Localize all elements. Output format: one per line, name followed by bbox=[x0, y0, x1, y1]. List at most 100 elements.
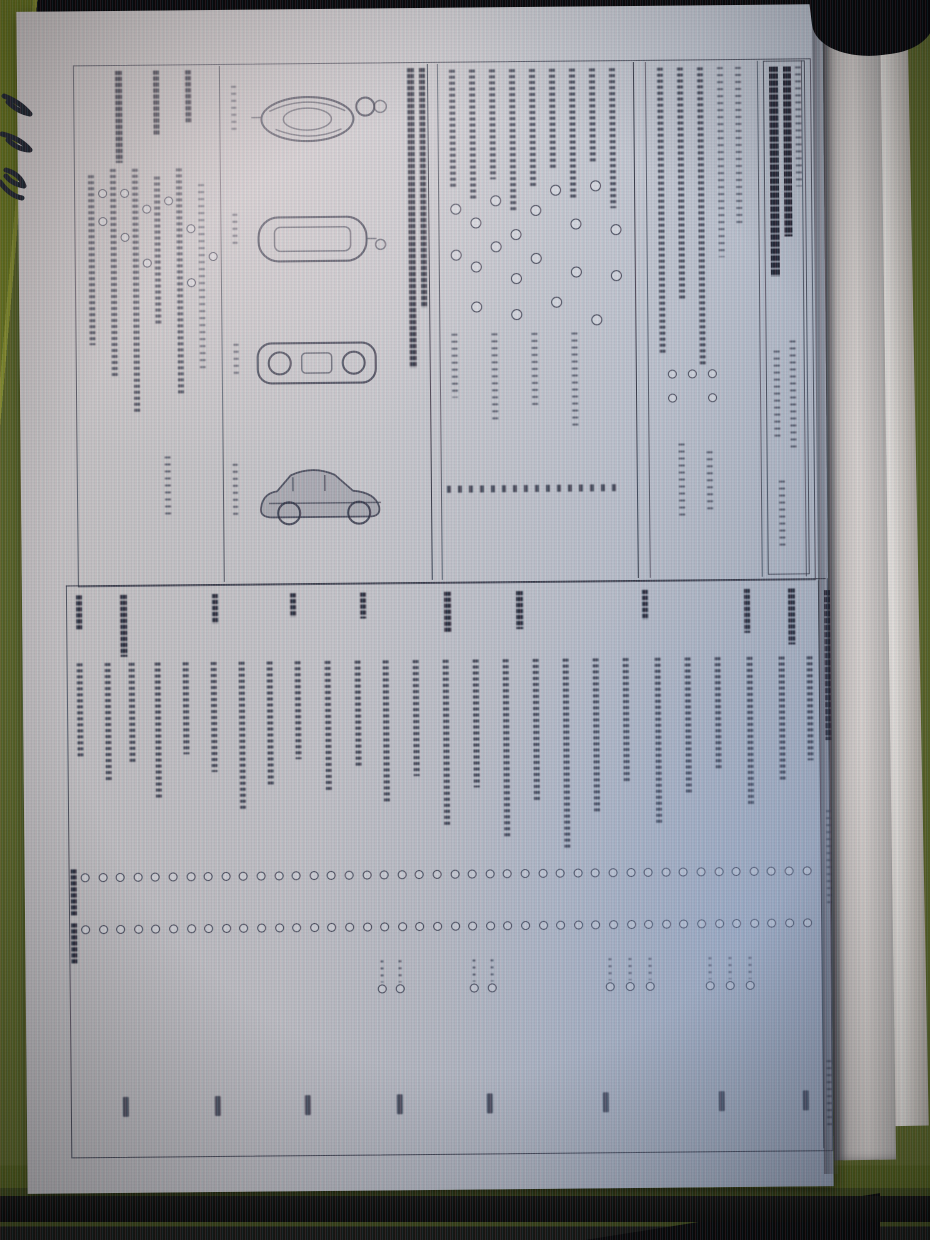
code-bubble[interactable] bbox=[490, 195, 502, 207]
footer-tick bbox=[396, 1094, 403, 1115]
checklist-bubble[interactable] bbox=[432, 869, 442, 879]
code-bubble[interactable] bbox=[450, 203, 462, 215]
code-bubble[interactable] bbox=[610, 270, 622, 282]
checklist-bubble[interactable] bbox=[749, 866, 759, 876]
checklist-bubble[interactable] bbox=[725, 981, 735, 991]
checklist-bubble[interactable] bbox=[609, 920, 619, 930]
code-bubble[interactable] bbox=[551, 296, 563, 308]
checklist-bubble[interactable] bbox=[186, 924, 196, 934]
checklist-bubble[interactable] bbox=[714, 919, 724, 929]
checklist-bubble[interactable] bbox=[344, 870, 354, 880]
checklist-bubble[interactable] bbox=[485, 921, 495, 931]
code-bubble[interactable] bbox=[471, 301, 483, 313]
checklist-bubble[interactable] bbox=[133, 872, 143, 882]
code-bubble[interactable] bbox=[589, 180, 602, 192]
checklist-bubble[interactable] bbox=[573, 868, 583, 878]
code-bubble[interactable] bbox=[550, 184, 562, 196]
checklist-bubble[interactable] bbox=[397, 922, 407, 932]
checklist-bubble[interactable] bbox=[433, 921, 443, 931]
checklist-bubble[interactable] bbox=[80, 873, 90, 883]
code-bubble[interactable] bbox=[510, 229, 522, 241]
code-bubble[interactable] bbox=[610, 224, 622, 236]
code-bubble[interactable] bbox=[530, 204, 542, 216]
checklist-bubble[interactable] bbox=[661, 919, 671, 929]
code-bubble[interactable] bbox=[570, 266, 582, 278]
damage-code-bubble[interactable] bbox=[142, 258, 152, 268]
checklist-bubble[interactable] bbox=[450, 921, 460, 931]
checklist-bubble[interactable] bbox=[186, 872, 196, 882]
checklist-bubble[interactable] bbox=[520, 869, 530, 879]
checklist-bubble[interactable] bbox=[274, 923, 284, 933]
checklist-bubble[interactable] bbox=[696, 867, 706, 877]
checklist-bubble[interactable] bbox=[625, 982, 635, 992]
damage-code-bubble[interactable] bbox=[164, 196, 174, 206]
checklist-bubble[interactable] bbox=[521, 921, 531, 931]
checklist-bubble[interactable] bbox=[605, 982, 615, 992]
checklist-bubble[interactable] bbox=[309, 923, 319, 933]
checklist-bubble[interactable] bbox=[487, 983, 497, 993]
checklist-bubble[interactable] bbox=[626, 919, 636, 930]
checklist-bubble[interactable] bbox=[785, 918, 795, 928]
checklist-bubble[interactable] bbox=[256, 871, 266, 881]
notes-bubble[interactable] bbox=[668, 393, 678, 403]
checklist-bubble-row bbox=[57, 50, 825, 883]
checklist-bubble[interactable] bbox=[714, 867, 724, 877]
notes-bubble[interactable] bbox=[667, 369, 677, 379]
damage-code-bubble[interactable] bbox=[186, 278, 196, 288]
code-bubble[interactable] bbox=[490, 241, 502, 253]
checklist-bubble[interactable] bbox=[274, 871, 284, 881]
notes-bubble[interactable] bbox=[687, 369, 697, 379]
checklist-bubble[interactable] bbox=[538, 920, 548, 930]
notes-bubble[interactable] bbox=[708, 393, 718, 403]
code-bubble[interactable] bbox=[591, 314, 603, 326]
checklist-bubble[interactable] bbox=[377, 984, 387, 994]
checklist-bubble[interactable] bbox=[395, 984, 405, 994]
code-bubble[interactable] bbox=[470, 217, 482, 229]
damage-code-bubble[interactable] bbox=[142, 204, 152, 214]
checklist-heading bbox=[289, 593, 297, 618]
checklist-bubble[interactable] bbox=[133, 924, 143, 934]
checklist-bubble[interactable] bbox=[98, 873, 108, 883]
checklist-bubble[interactable] bbox=[450, 869, 460, 879]
code-bubble[interactable] bbox=[530, 252, 542, 264]
checklist-bubble[interactable] bbox=[538, 868, 548, 878]
checklist-bubble[interactable] bbox=[705, 981, 715, 991]
checklist-bubble[interactable] bbox=[169, 924, 179, 934]
checklist-bubble[interactable] bbox=[469, 983, 479, 993]
notes-bubble[interactable] bbox=[707, 369, 717, 379]
checklist-bubble[interactable] bbox=[362, 922, 372, 932]
checklist-bubble[interactable] bbox=[802, 866, 812, 876]
damage-code-bubble[interactable] bbox=[120, 188, 130, 198]
checklist-bubble[interactable] bbox=[661, 867, 671, 877]
checklist-bubble[interactable] bbox=[608, 868, 618, 878]
damage-code-bubble[interactable] bbox=[98, 217, 108, 227]
checklist-bubble[interactable] bbox=[645, 981, 655, 991]
checklist-bubble[interactable] bbox=[697, 919, 707, 929]
checklist-bubble[interactable] bbox=[485, 869, 495, 879]
checklist-bubble[interactable] bbox=[573, 920, 583, 930]
checklist-bubble[interactable] bbox=[749, 918, 759, 928]
checklist-bubble[interactable] bbox=[221, 871, 231, 881]
code-bubble[interactable] bbox=[511, 309, 523, 321]
checklist-bubble[interactable] bbox=[221, 923, 231, 933]
checklist-bubble[interactable] bbox=[81, 925, 91, 935]
code-bubble[interactable] bbox=[570, 218, 582, 230]
damage-code-bubble[interactable] bbox=[186, 224, 196, 234]
checklist-bubble[interactable] bbox=[745, 980, 755, 990]
checklist-bubble[interactable] bbox=[309, 871, 319, 881]
code-bubble[interactable] bbox=[510, 273, 522, 285]
code-bubble[interactable] bbox=[470, 261, 482, 273]
checklist-bubble[interactable] bbox=[784, 866, 794, 876]
checklist-bubble[interactable] bbox=[626, 867, 636, 878]
damage-code-bubble[interactable] bbox=[98, 189, 108, 199]
checklist-bubble[interactable] bbox=[98, 925, 108, 935]
checklist-bubble[interactable] bbox=[345, 922, 355, 932]
code-bubble[interactable] bbox=[450, 249, 462, 261]
checklist-bubble[interactable] bbox=[257, 923, 267, 933]
damage-code-bubble[interactable] bbox=[208, 251, 218, 262]
checklist-bubble[interactable] bbox=[362, 870, 372, 880]
damage-code-bubble[interactable] bbox=[120, 232, 130, 242]
checklist-bubble[interactable] bbox=[802, 918, 812, 928]
checklist-bubble[interactable] bbox=[168, 872, 178, 882]
checklist-bubble[interactable] bbox=[397, 870, 407, 880]
